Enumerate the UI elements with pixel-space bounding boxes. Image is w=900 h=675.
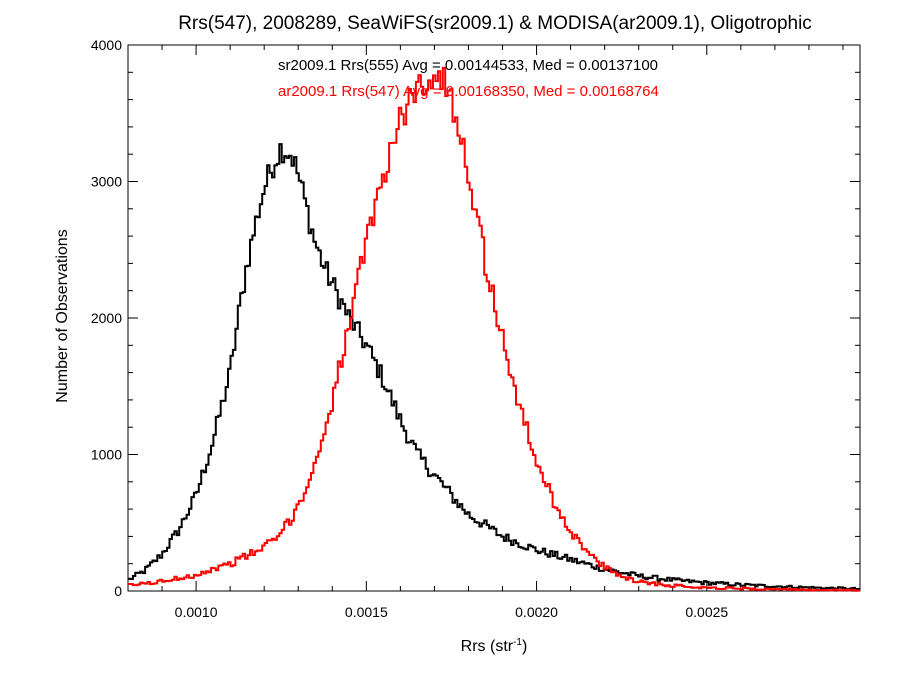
x-tick-label: 0.0025 bbox=[685, 604, 728, 620]
y-tick-label: 4000 bbox=[91, 37, 122, 53]
histogram-series-2 bbox=[128, 66, 860, 592]
histogram-series-1 bbox=[128, 143, 860, 591]
y-axis-label: Number of Observations bbox=[54, 229, 71, 402]
x-axis-label: Rrs (str-1) bbox=[461, 637, 528, 655]
x-tick-label: 0.0020 bbox=[515, 604, 558, 620]
y-tick-label: 1000 bbox=[91, 447, 122, 463]
y-tick-label: 0 bbox=[114, 583, 122, 599]
y-tick-label: 2000 bbox=[91, 310, 122, 326]
x-tick-label: 0.0015 bbox=[345, 604, 388, 620]
stats-annotation-2: ar2009.1 Rrs(547) Avg = 0.00168350, Med … bbox=[278, 83, 659, 100]
x-tick-label: 0.0010 bbox=[175, 604, 218, 620]
stats-annotation-1: sr2009.1 Rrs(555) Avg = 0.00144533, Med … bbox=[278, 57, 658, 74]
chart-title: Rrs(547), 2008289, SeaWiFS(sr2009.1) & M… bbox=[178, 13, 812, 34]
y-tick-label: 3000 bbox=[91, 174, 122, 190]
